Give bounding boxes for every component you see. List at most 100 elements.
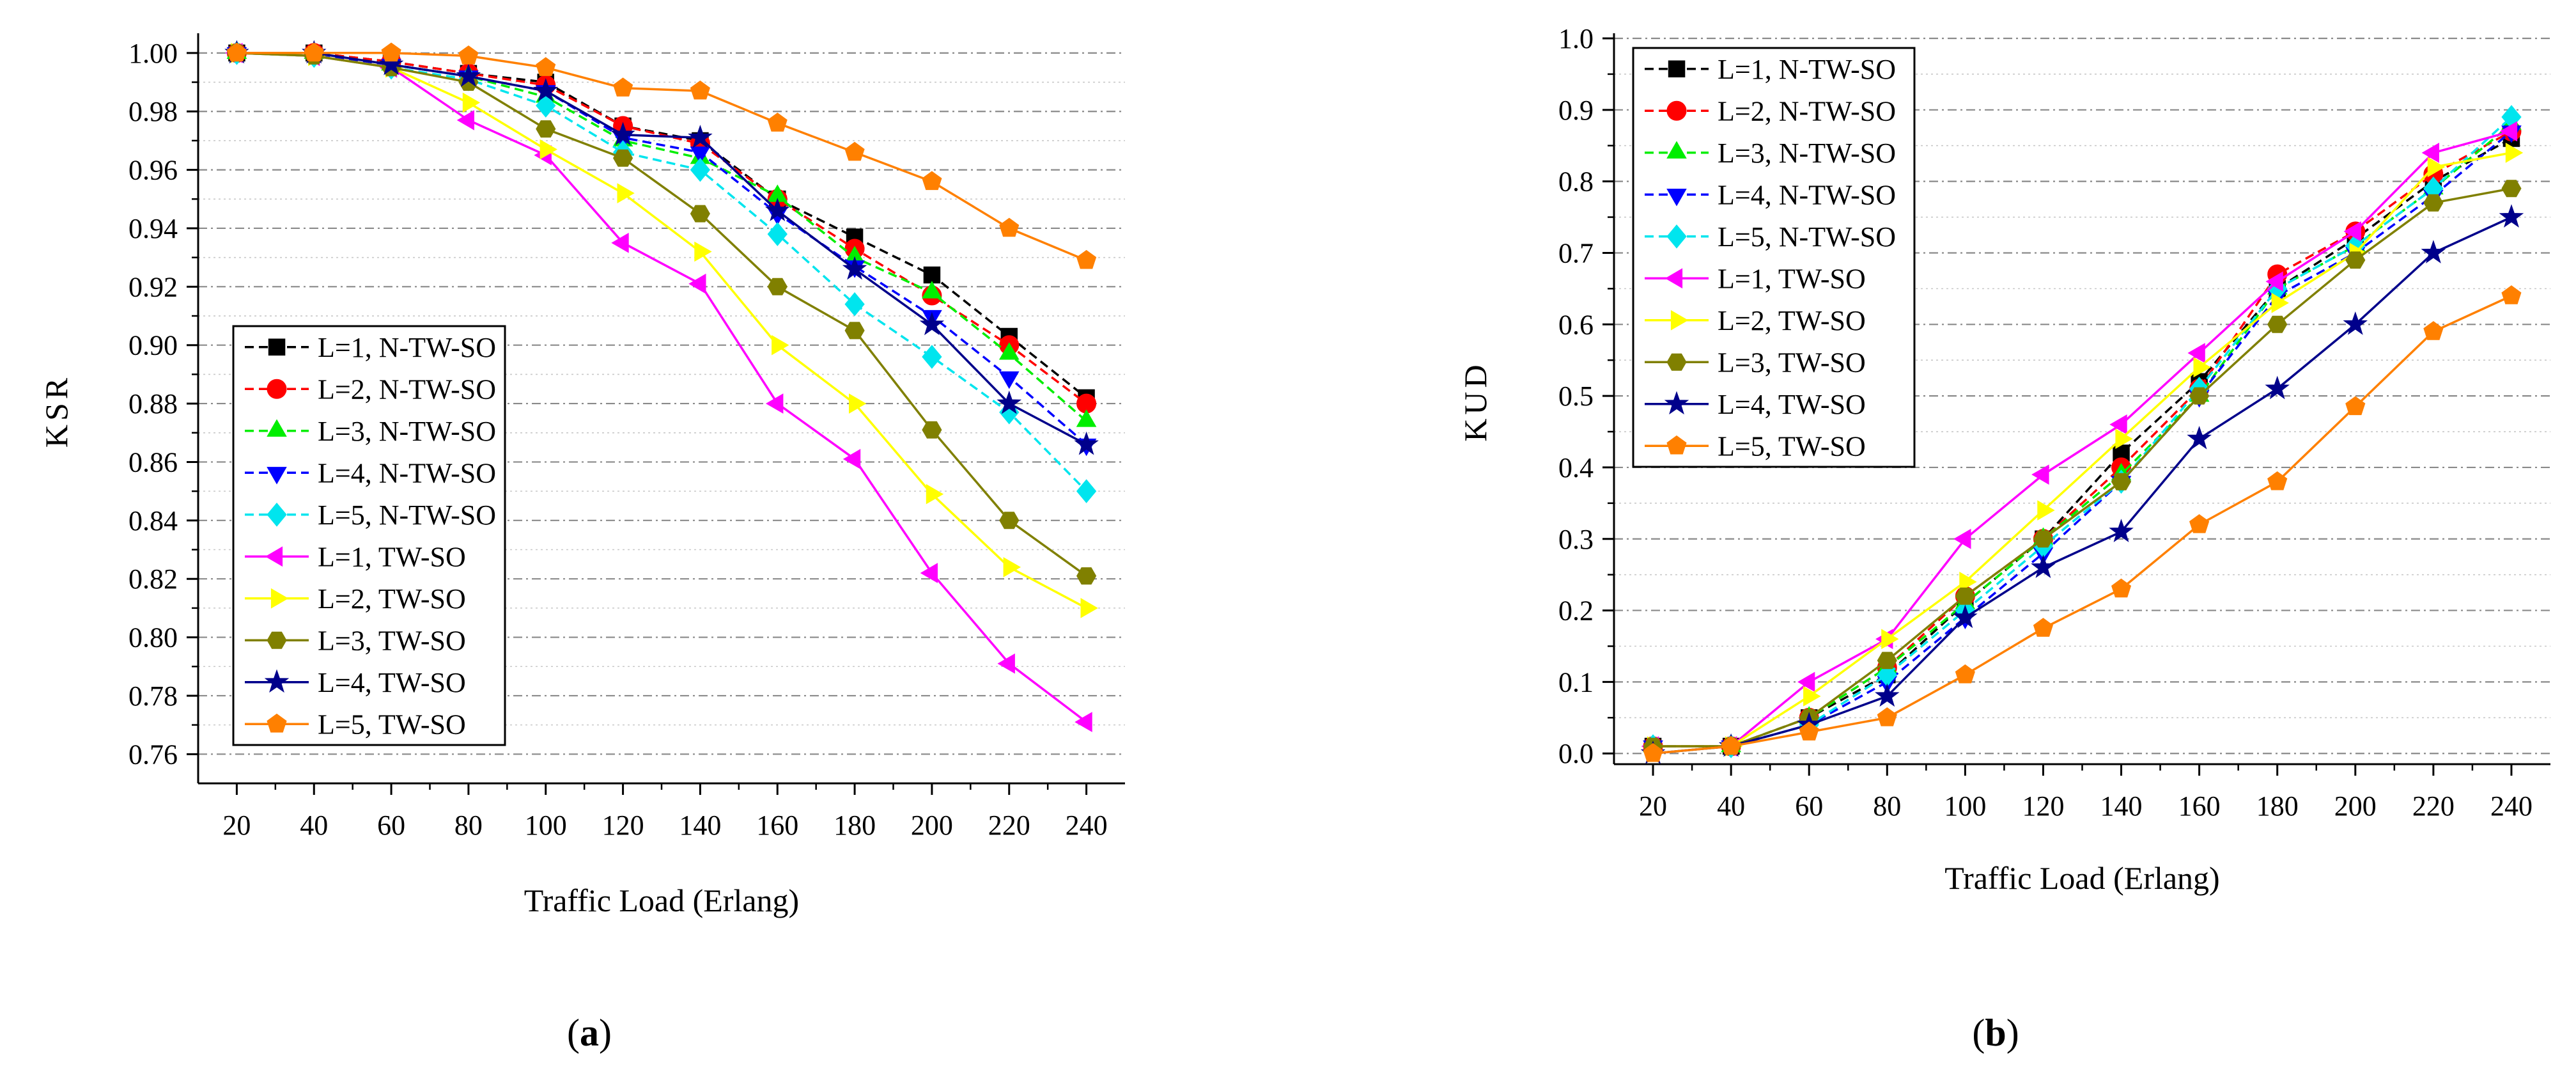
legend-item: L=5, N-TW-SO <box>1645 221 1896 253</box>
data-point <box>2343 221 2361 242</box>
legend-item: L=5, N-TW-SO <box>245 499 496 531</box>
legend-label: L=2, N-TW-SO <box>318 373 496 405</box>
data-point <box>2189 514 2210 533</box>
data-point <box>1875 683 1900 707</box>
legend-marker <box>267 419 287 437</box>
legend-item: L=4, TW-SO <box>245 667 466 698</box>
data-point <box>458 45 479 65</box>
data-point <box>539 139 558 160</box>
legend-marker <box>1666 224 1687 249</box>
chart-panel-b: 0.0 0.1 0.2 0.3 0.4 0.5 0.6 0.7 0.8 0.9 1.0 20 40 60 8… <box>1457 23 2550 1054</box>
series-l-5-tw-so <box>1643 285 2522 762</box>
x-tick-label: 200 <box>911 810 953 841</box>
y-tick-label: 0.7 <box>1558 237 1594 269</box>
series-line <box>237 52 1087 262</box>
data-point <box>999 217 1020 237</box>
data-point <box>920 563 938 583</box>
data-point <box>378 51 404 75</box>
legend-item: L=5, TW-SO <box>245 709 466 740</box>
legend-label: L=4, TW-SO <box>318 667 466 698</box>
data-point <box>2271 292 2290 313</box>
data-point <box>304 42 324 62</box>
y-tick-label: 0.88 <box>128 388 178 419</box>
data-point <box>2343 311 2368 335</box>
y-tick-label: 0.2 <box>1558 595 1594 627</box>
series-line <box>1653 152 2512 748</box>
x-tick-label: 160 <box>2178 790 2221 822</box>
legend-marker <box>267 379 287 399</box>
data-point <box>2345 396 2366 416</box>
data-point <box>2345 251 2366 269</box>
x-tick-label: 20 <box>222 810 251 841</box>
legend-label: L=1, N-TW-SO <box>1718 54 1896 85</box>
data-point <box>1076 567 1097 585</box>
x-tick-label: 180 <box>2256 790 2299 822</box>
legend-label: L=3, N-TW-SO <box>1718 137 1896 169</box>
legend-label: L=2, TW-SO <box>1718 305 1866 336</box>
data-point <box>2421 240 2446 263</box>
x-tick-label: 80 <box>454 810 483 841</box>
panel-caption: (b) <box>1972 1012 2019 1054</box>
x-tick-label: 240 <box>1066 810 1108 841</box>
data-point <box>998 342 1020 360</box>
legend-item: L=2, TW-SO <box>1645 305 1866 336</box>
legend-item: L=4, TW-SO <box>1645 389 1866 420</box>
data-point <box>688 273 706 294</box>
data-point <box>998 371 1020 389</box>
y-tick-label: 0.6 <box>1558 309 1594 340</box>
series-line <box>237 52 1087 405</box>
legend-label: L=4, N-TW-SO <box>1718 179 1896 210</box>
data-point <box>613 149 633 167</box>
data-point <box>1643 742 1663 762</box>
data-point <box>1877 652 1897 670</box>
x-axis-label: Traffic Load (Erlang) <box>524 882 799 918</box>
legend-marker <box>1668 60 1686 77</box>
data-point <box>1074 431 1099 455</box>
data-point <box>1881 629 1899 650</box>
data-point <box>922 171 942 191</box>
y-tick-label: 0.82 <box>128 563 178 595</box>
data-point <box>1003 557 1021 577</box>
data-point <box>1803 686 1821 707</box>
x-tick-label: 100 <box>525 810 567 841</box>
data-point <box>849 393 867 414</box>
x-tick-label: 160 <box>756 810 798 841</box>
data-point <box>2265 271 2283 292</box>
panel-caption: (a) <box>567 1012 612 1054</box>
x-tick-label: 200 <box>2334 790 2377 822</box>
data-point <box>1877 707 1897 726</box>
legend: L=1, N-TW-SO L=2, N-TW-SO L=3, N-TW-SO L=4,… <box>232 325 506 746</box>
data-point <box>2187 343 2205 363</box>
data-point <box>694 241 712 262</box>
data-point <box>926 483 944 505</box>
data-point <box>2115 428 2133 449</box>
y-axis-label: KUD <box>1457 361 1493 441</box>
data-point <box>1797 671 1815 693</box>
data-point <box>690 80 710 100</box>
x-tick-label: 240 <box>2490 790 2533 822</box>
data-point <box>1953 604 1978 629</box>
data-point <box>536 93 556 118</box>
data-point <box>922 345 942 369</box>
y-tick-label: 0.86 <box>128 446 178 478</box>
data-point <box>772 334 789 356</box>
legend-label: L=3, TW-SO <box>318 625 466 656</box>
data-point <box>2111 578 2132 598</box>
legend-item: L=4, N-TW-SO <box>1645 179 1896 210</box>
data-point <box>536 120 556 138</box>
data-point <box>533 77 559 102</box>
data-point <box>922 421 942 439</box>
y-tick-label: 0.9 <box>1558 95 1594 126</box>
legend-label: L=4, N-TW-SO <box>318 457 496 489</box>
data-point <box>1076 479 1097 503</box>
data-point <box>765 393 784 414</box>
data-point <box>2031 464 2049 485</box>
legend-marker <box>1664 391 1689 415</box>
x-axis-label: Traffic Load (Erlang) <box>1944 860 2219 896</box>
legend-label: L=2, N-TW-SO <box>1718 95 1896 127</box>
legend-item: L=5, TW-SO <box>1645 430 1866 462</box>
x-tick-label: 140 <box>679 810 721 841</box>
data-point <box>1721 735 1741 755</box>
x-tick-label: 60 <box>377 810 405 841</box>
legend-label: L=1, TW-SO <box>318 541 466 572</box>
